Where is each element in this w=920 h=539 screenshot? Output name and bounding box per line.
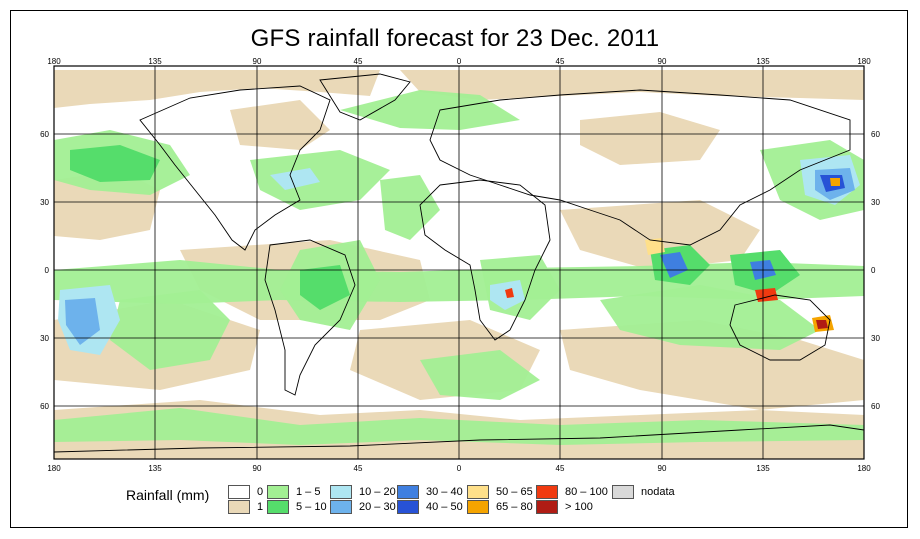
right-tick-label: 60	[871, 130, 880, 139]
left-tick-label: 0	[45, 266, 50, 275]
australia-outline	[729, 294, 831, 361]
top-tick-label: 135	[756, 57, 770, 66]
figure-frame	[10, 10, 908, 528]
left-tick-label: 60	[40, 402, 49, 411]
graticule	[54, 66, 864, 459]
right-axis-labels: 60 30 0 30 60	[871, 130, 880, 411]
antarctica-outline	[54, 424, 864, 453]
top-axis-labels: 180 135 90 45 0 45 90 135 180	[47, 57, 871, 66]
top-tick-label: 180	[47, 57, 61, 66]
africa-outline	[419, 179, 551, 341]
top-tick-label: 0	[457, 57, 462, 66]
bottom-tick-label: 45	[556, 464, 565, 473]
right-tick-label: 30	[871, 198, 880, 207]
greenland-outline	[319, 73, 411, 121]
right-tick-label: 60	[871, 402, 880, 411]
left-tick-label: 60	[40, 130, 49, 139]
top-tick-label: 90	[658, 57, 667, 66]
bottom-tick-label: 180	[857, 464, 871, 473]
north-america-outline	[139, 85, 331, 251]
south-america-outline	[264, 239, 356, 396]
top-tick-label: 45	[354, 57, 363, 66]
bottom-tick-label: 135	[756, 464, 770, 473]
bottom-axis-labels: 180 135 90 45 0 45 90 135 180	[47, 464, 871, 473]
bottom-tick-label: 0	[457, 464, 462, 473]
left-tick-label: 30	[40, 198, 49, 207]
top-tick-label: 135	[148, 57, 162, 66]
land-outlines	[54, 73, 864, 453]
right-tick-label: 0	[871, 266, 876, 275]
bottom-tick-label: 180	[47, 464, 61, 473]
bottom-tick-label: 90	[658, 464, 667, 473]
map-title: GFS rainfall forecast for 23 Dec. 2011	[250, 25, 660, 52]
bottom-tick-label: 45	[354, 464, 363, 473]
top-tick-label: 180	[857, 57, 871, 66]
top-tick-label: 45	[556, 57, 565, 66]
left-axis-labels: 60 30 0 30 60	[40, 130, 49, 411]
right-tick-label: 30	[871, 334, 880, 343]
bottom-tick-label: 135	[148, 464, 162, 473]
left-tick-label: 30	[40, 334, 49, 343]
top-tick-label: 90	[253, 57, 262, 66]
bottom-tick-label: 90	[253, 464, 262, 473]
